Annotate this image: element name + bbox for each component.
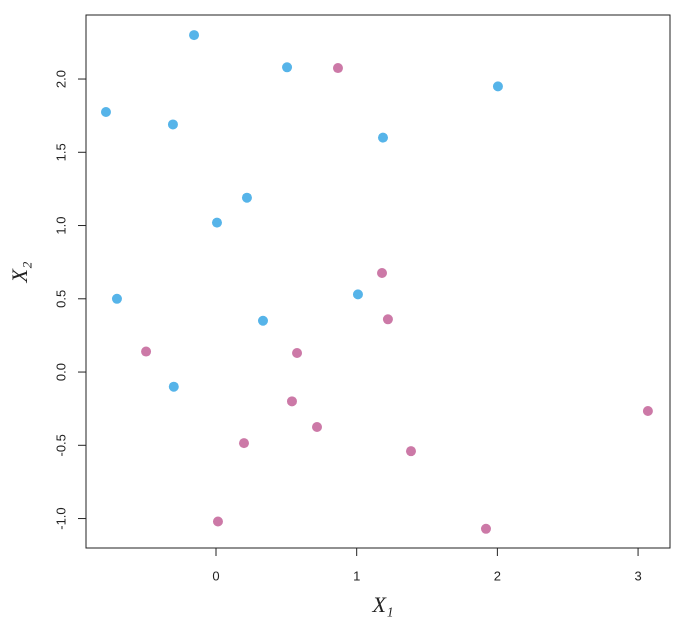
- y-tick-label: 0.5: [53, 290, 68, 308]
- point: [286, 396, 297, 407]
- point: [167, 119, 178, 130]
- point: [377, 268, 388, 279]
- x-tick-label: 2: [494, 568, 501, 583]
- point: [492, 81, 503, 92]
- point: [212, 516, 223, 527]
- point: [332, 63, 343, 74]
- point: [382, 314, 393, 325]
- point: [168, 381, 179, 392]
- point: [405, 446, 416, 457]
- point: [642, 406, 653, 417]
- point: [241, 192, 252, 203]
- x-axis-title: X₁: [371, 592, 393, 617]
- point: [141, 346, 152, 357]
- x-tick-label: 1: [353, 568, 360, 583]
- y-axis-title: X₂: [7, 261, 32, 283]
- point: [292, 347, 303, 358]
- plot-frame: [85, 14, 671, 549]
- x-tick-label: 0: [212, 568, 219, 583]
- y-tick-label: -0.5: [53, 434, 68, 456]
- y-tick-label: 0.0: [53, 363, 68, 381]
- point: [257, 315, 268, 326]
- y-tick-label: 1.5: [53, 143, 68, 161]
- point: [282, 62, 293, 73]
- x-tick-label: 3: [634, 568, 641, 583]
- point: [377, 132, 388, 143]
- point: [100, 106, 111, 117]
- point: [238, 438, 249, 449]
- point: [312, 421, 323, 432]
- point: [352, 289, 363, 300]
- point: [211, 217, 222, 228]
- y-tick-label: -1.0: [53, 507, 68, 529]
- y-tick-label: 1.0: [53, 216, 68, 234]
- point: [480, 523, 491, 534]
- point: [111, 293, 122, 304]
- point: [189, 30, 200, 41]
- y-tick-label: 2.0: [53, 70, 68, 88]
